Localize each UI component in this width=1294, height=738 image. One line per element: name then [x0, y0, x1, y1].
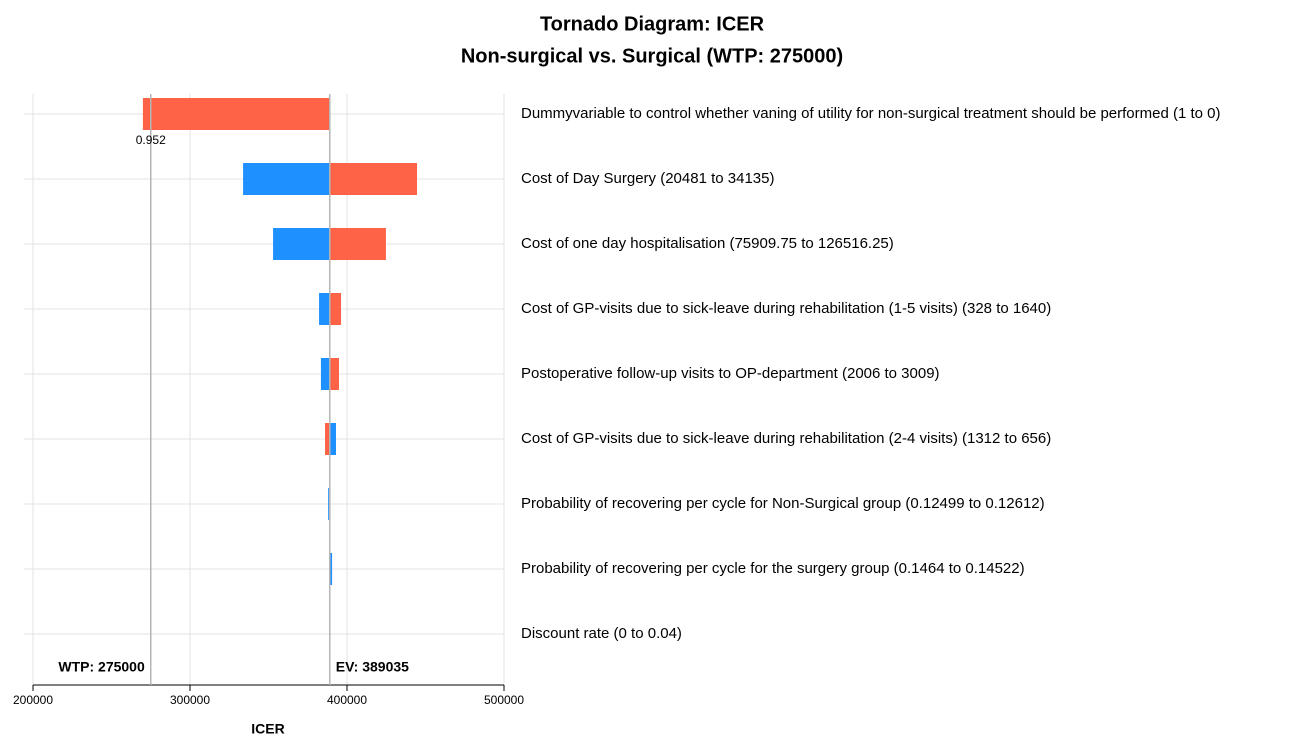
category-label: Dummyvariable to control whether vaning … [521, 105, 1221, 122]
bar [320, 358, 330, 390]
bar [243, 163, 330, 195]
category-label: Cost of Day Surgery (20481 to 34135) [521, 170, 774, 187]
bar [329, 228, 386, 260]
x-tick-label: 200000 [13, 693, 53, 707]
bar [329, 358, 339, 390]
category-label: Probability of recovering per cycle for … [521, 495, 1045, 512]
category-label: Discount rate (0 to 0.04) [521, 625, 682, 642]
bar [329, 293, 342, 325]
reference-label: WTP: 275000 [58, 659, 145, 675]
x-axis-label: ICER [251, 721, 284, 737]
bar [329, 163, 418, 195]
bar [329, 553, 333, 585]
x-tick-label: 500000 [484, 693, 524, 707]
category-label: Cost of GP-visits due to sick-leave duri… [521, 300, 1051, 317]
category-label: Cost of one day hospitalisation (75909.7… [521, 235, 894, 252]
x-tick-label: 400000 [327, 693, 367, 707]
bar [319, 293, 330, 325]
bar [325, 423, 330, 455]
annotation: 0.952 [136, 133, 166, 147]
bar [329, 423, 337, 455]
x-tick-label: 300000 [170, 693, 210, 707]
bar [273, 228, 330, 260]
bar [328, 488, 330, 520]
category-label: Postoperative follow-up visits to OP-dep… [521, 365, 940, 382]
category-label: Probability of recovering per cycle for … [521, 560, 1025, 577]
bar [142, 98, 330, 130]
reference-label: EV: 389035 [336, 659, 409, 675]
category-label: Cost of GP-visits due to sick-leave duri… [521, 430, 1051, 447]
chart-subtitle: Non-surgical vs. Surgical (WTP: 275000) [461, 45, 843, 67]
chart-title: Tornado Diagram: ICER [540, 13, 765, 35]
